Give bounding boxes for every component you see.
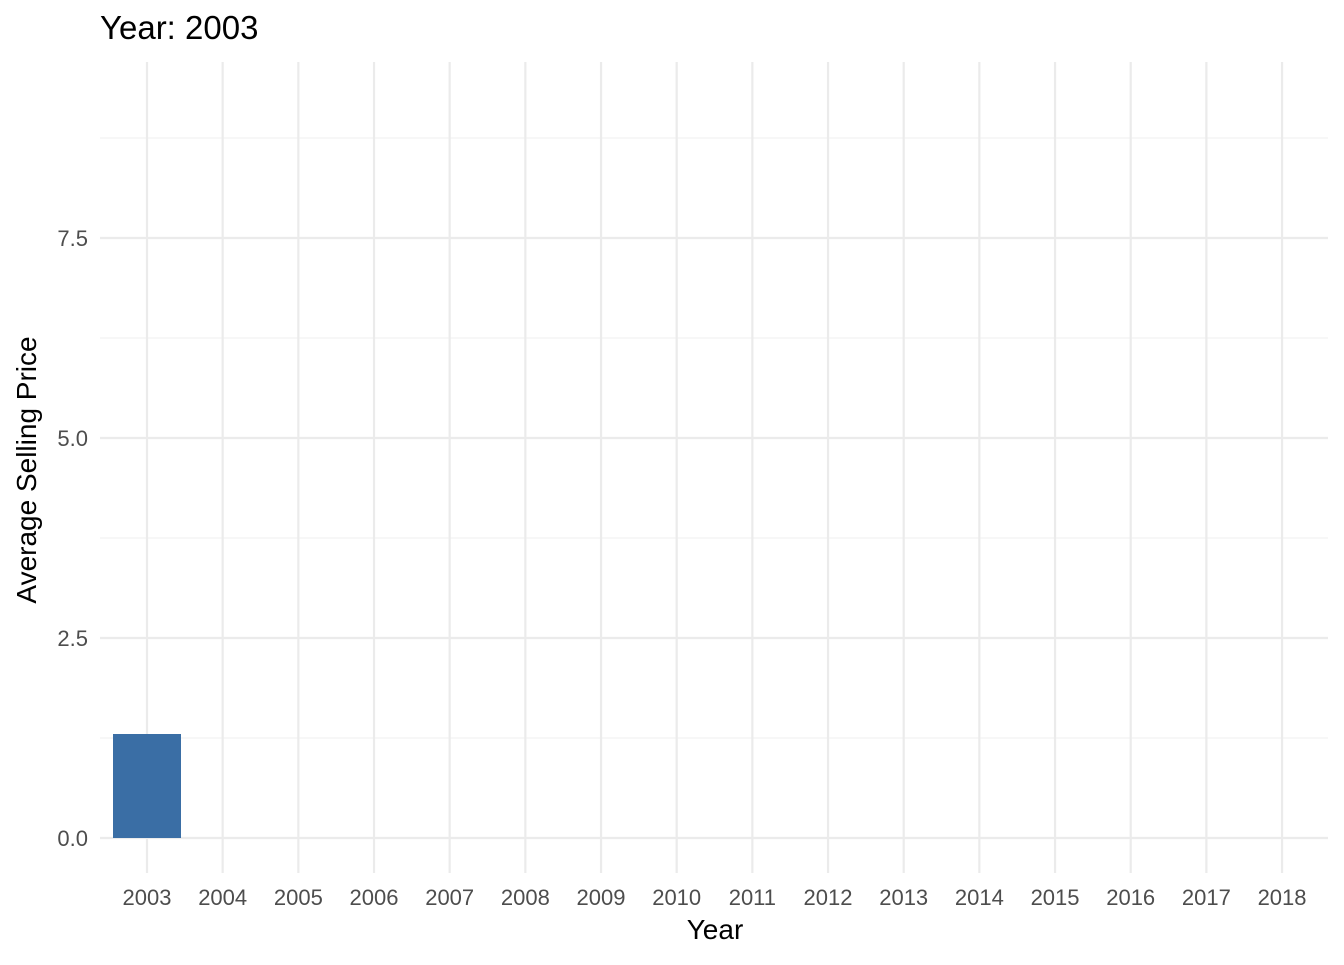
- x-tick-labels: 2003 2004 2005 2006 2007 2008 2009 2010 2011 2012…: [123, 885, 1307, 910]
- x-tick-label: 2016: [1106, 885, 1155, 910]
- x-tick-label: 2013: [879, 885, 928, 910]
- y-tick-label: 2.5: [57, 626, 88, 651]
- x-tick-label: 2017: [1182, 885, 1231, 910]
- x-tick-label: 2009: [577, 885, 626, 910]
- y-tick-label: 5.0: [57, 426, 88, 451]
- x-tick-label: 2005: [274, 885, 323, 910]
- x-tick-label: 2015: [1031, 885, 1080, 910]
- x-tick-label: 2006: [350, 885, 399, 910]
- x-tick-label: 2003: [123, 885, 172, 910]
- x-tick-label: 2010: [652, 885, 701, 910]
- x-tick-label: 2012: [804, 885, 853, 910]
- bar-2003: [113, 734, 181, 838]
- x-tick-label: 2014: [955, 885, 1004, 910]
- x-tick-label: 2007: [425, 885, 474, 910]
- x-tick-label: 2004: [198, 885, 247, 910]
- y-tick-label: 0.0: [57, 826, 88, 851]
- y-tick-label: 7.5: [57, 226, 88, 251]
- chart-title: Year: 2003: [100, 9, 258, 46]
- y-axis-title: Average Selling Price: [11, 336, 42, 603]
- grid-layer: [100, 62, 1328, 873]
- y-tick-labels: 0.0 2.5 5.0 7.5: [57, 226, 88, 851]
- bar-layer: [113, 734, 181, 838]
- x-axis-title: Year: [687, 914, 744, 945]
- x-tick-label: 2018: [1258, 885, 1307, 910]
- x-tick-label: 2011: [729, 885, 776, 910]
- x-tick-label: 2008: [501, 885, 550, 910]
